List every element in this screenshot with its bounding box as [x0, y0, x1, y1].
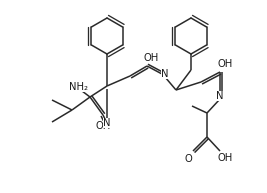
Text: O: O	[184, 154, 192, 164]
Text: OH: OH	[143, 53, 159, 63]
Text: N: N	[216, 91, 224, 101]
Text: N: N	[161, 69, 169, 79]
Text: N: N	[103, 118, 111, 128]
Text: OH: OH	[217, 153, 233, 163]
Text: NH₂: NH₂	[69, 82, 88, 92]
Text: OH: OH	[95, 121, 111, 131]
Text: OH: OH	[217, 59, 233, 69]
